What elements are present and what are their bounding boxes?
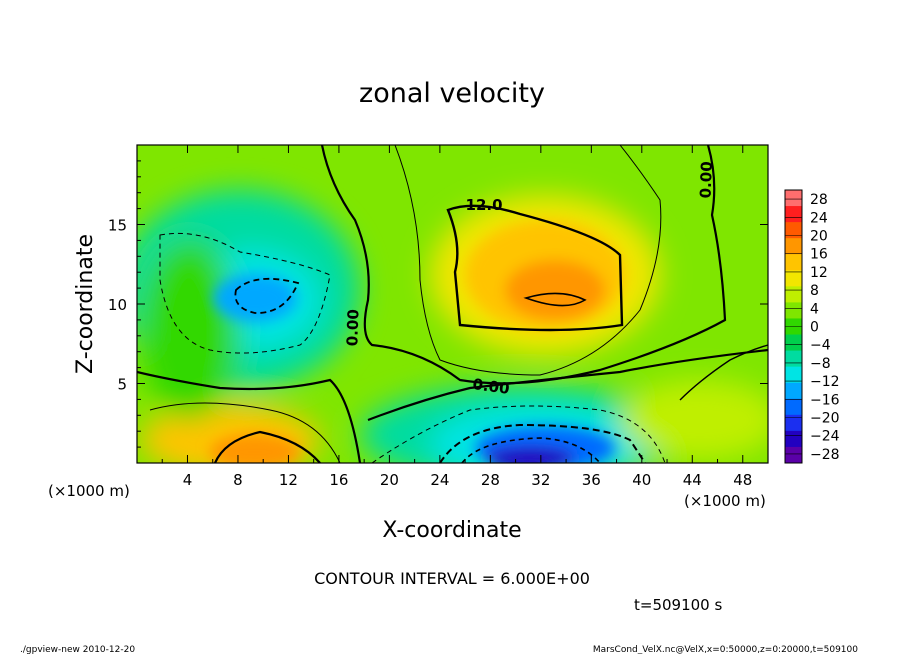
x-tick-label: 36 [582, 471, 601, 489]
y-tick-label: 15 [108, 217, 127, 235]
colorbar-tick-label: 8 [810, 283, 819, 299]
y-tick-label: 10 [108, 296, 127, 314]
y-tick-label: 5 [117, 376, 127, 394]
chart-title: zonal velocity [359, 78, 545, 109]
x-axis-label: X-coordinate [382, 518, 521, 543]
colorbar-segment [785, 350, 802, 368]
colorbar-segment [785, 190, 802, 207]
x-unit-label-right: (×1000 m) [684, 492, 766, 510]
colorbar-tick-label: −8 [810, 356, 831, 372]
colorbar-tick-label: −20 [810, 411, 840, 427]
x-tick-label: 48 [733, 471, 752, 489]
footer-right: MarsCond_VelX.nc@VelX,x=0:50000,z=0:2000… [593, 645, 858, 654]
contour-label: 0.00 [343, 309, 362, 347]
colorbar-segment [785, 238, 802, 255]
colorbar-segment [785, 382, 802, 400]
x-tick-label: 32 [531, 471, 550, 489]
heatmap-field [137, 145, 768, 463]
colorbar-tick-label: 4 [810, 301, 819, 317]
colorbar-segment [785, 254, 802, 271]
colorbar-segment [785, 334, 802, 352]
colorbar-segment [785, 398, 802, 416]
colorbar-tick-label: −12 [810, 374, 840, 390]
colorbar-tick-label: 0 [810, 320, 819, 336]
colorbar-tick-label: −4 [810, 338, 831, 354]
x-tick-label: 16 [329, 471, 348, 489]
x-tick-label: 8 [233, 471, 243, 489]
x-tick-label: 44 [683, 471, 702, 489]
colorbar-tick-label: 12 [810, 265, 828, 281]
colorbar-segment [785, 222, 802, 239]
x-tick-label: 12 [279, 471, 298, 489]
colorbar-segment [785, 414, 802, 432]
colorbar-segment [785, 286, 802, 303]
x-tick-label: 20 [380, 471, 399, 489]
colorbar-tick-label: 28 [810, 192, 828, 208]
contour-label: 12.0 [466, 196, 503, 214]
x-unit-label: (×1000 m) [48, 482, 130, 500]
colorbar-segment [785, 270, 802, 287]
colorbar-segment [785, 206, 802, 223]
contour-interval: CONTOUR INTERVAL = 6.000E+00 [314, 569, 590, 588]
colorbar-tick-label: −28 [810, 447, 840, 463]
colorbar: 28 24 20 16 12 8 4 0 −4 −8 −12 −16 −20 −24 −28 [784, 189, 840, 464]
time-stamp: t=509100 s [634, 596, 722, 614]
x-tick-label: 40 [632, 471, 651, 489]
contour-label: 0.00 [697, 161, 716, 199]
contour-labels: 12.0 0.00 0.00 0.00 [343, 161, 716, 398]
footer-left: ./gpview-new 2010-12-20 [20, 645, 135, 654]
colorbar-tick-label: 24 [810, 210, 828, 226]
x-tick-label: 28 [481, 471, 500, 489]
colorbar-segment [785, 366, 802, 384]
colorbar-tick-label: 20 [810, 229, 828, 245]
colorbar-segment [785, 430, 802, 448]
colorbar-segment [785, 302, 802, 319]
colorbar-tick-label: −24 [810, 429, 840, 445]
x-tick-label: 4 [183, 471, 193, 489]
colorbar-tick-label: −16 [810, 392, 840, 408]
colorbar-segment [785, 446, 802, 464]
y-axis: 5 10 15 [108, 160, 768, 448]
x-axis: 4 8 12 16 20 24 28 32 36 40 44 48 [161, 145, 752, 489]
colorbar-tick-label: 16 [810, 247, 828, 263]
y-axis-label: Z-coordinate [73, 234, 98, 374]
x-tick-label: 24 [430, 471, 449, 489]
contour-label: 0.00 [471, 375, 510, 398]
